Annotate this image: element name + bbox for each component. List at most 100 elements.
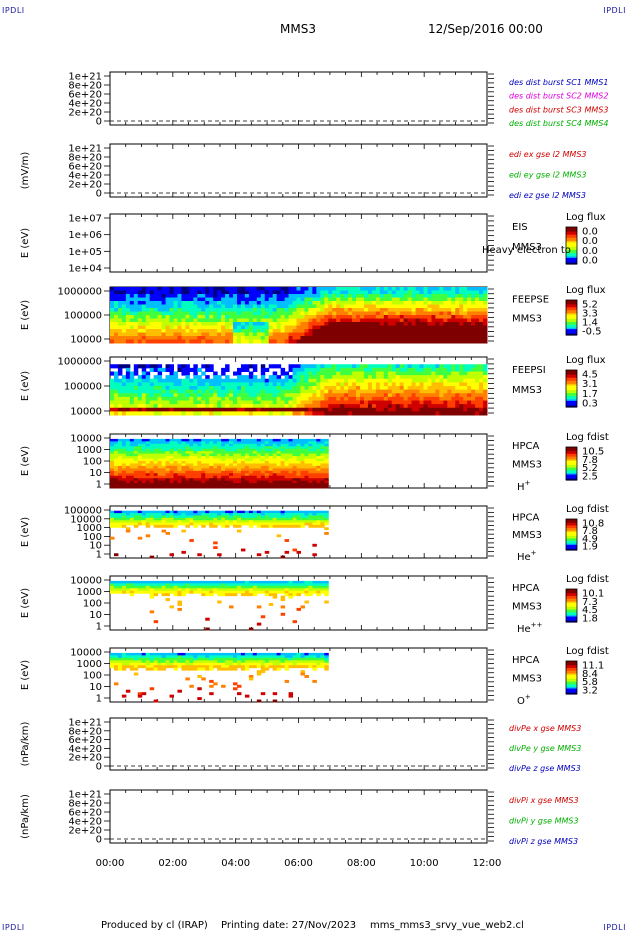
- spectrogram-cell: [181, 522, 186, 526]
- spectrogram-cell: [125, 315, 131, 319]
- spectrogram-cell: [395, 290, 401, 295]
- spectrogram-cell: [153, 465, 159, 469]
- spectrogram-cell: [149, 382, 155, 387]
- spectrogram-cell: [177, 393, 182, 398]
- spectrogram-cell: [141, 339, 147, 344]
- spectrogram-cell: [185, 325, 190, 330]
- spectrogram-cell: [344, 329, 349, 333]
- spectrogram-cell: [177, 480, 182, 484]
- spectrogram-cell: [391, 325, 397, 330]
- spectrogram-cell: [316, 463, 321, 467]
- spectrogram-cell: [379, 375, 385, 380]
- spectrogram-cell: [236, 371, 242, 376]
- spectrogram-cell: [300, 520, 305, 524]
- spectrogram-cell: [225, 322, 230, 326]
- spectrogram-cell: [407, 311, 413, 316]
- spectrogram-cell: [280, 458, 286, 462]
- spectrogram-cell: [110, 329, 115, 333]
- spectrogram-cell: [280, 386, 286, 391]
- spectrogram-cell: [328, 294, 333, 298]
- spectrogram-cell: [463, 400, 468, 405]
- spectrogram-cell: [121, 524, 127, 528]
- spectrogram-cell: [193, 483, 198, 487]
- spectrogram-cell: [439, 375, 444, 380]
- spectrogram-cell: [336, 375, 341, 380]
- spectrogram-cell: [272, 308, 278, 312]
- spectrogram-cell: [169, 524, 174, 528]
- spectrogram-cell: [268, 446, 274, 450]
- spectrogram-cell: [383, 308, 389, 312]
- spectrogram-cell: [379, 294, 385, 298]
- spectrogram-cell: [260, 315, 266, 319]
- spectrogram-cell: [256, 443, 262, 447]
- spectrogram-cell: [217, 448, 222, 452]
- spectrogram-cell: [336, 332, 341, 337]
- spectrogram-cell: [133, 371, 139, 376]
- spectrogram-cell: [252, 411, 258, 416]
- spectrogram-cell: [248, 451, 254, 455]
- spectrogram-cell: [244, 448, 250, 452]
- spectrogram-cell: [201, 407, 206, 412]
- spectrogram-cell: [177, 451, 182, 455]
- spectrogram-cell: [443, 297, 448, 302]
- panel-frame: [109, 143, 488, 198]
- spectrogram-cell: [395, 400, 401, 405]
- spectrogram-cell: [268, 438, 274, 442]
- spectrogram-cell: [149, 322, 155, 326]
- spectrogram-cell: [379, 301, 385, 305]
- spectrogram-cell: [411, 411, 417, 416]
- spectrogram-cell: [304, 367, 309, 372]
- spectrogram-cell: [324, 475, 329, 479]
- spectrogram-cell: [252, 301, 258, 305]
- spectrogram-cell: [149, 294, 155, 298]
- spectrogram-cell: [312, 375, 317, 380]
- spectrogram-cell: [177, 465, 182, 469]
- spectrogram-cell: [296, 332, 301, 337]
- spectrogram-cell: [185, 473, 190, 477]
- spectrogram-cell: [201, 290, 206, 295]
- spectrogram-cell: [177, 473, 182, 477]
- spectrogram-cell: [407, 407, 413, 412]
- spectrogram-cell: [352, 400, 357, 405]
- spectrogram-cell: [161, 301, 167, 305]
- spectrogram-cell: [229, 456, 234, 460]
- spectrogram-cell: [352, 329, 357, 333]
- spectrogram-cell: [193, 290, 198, 295]
- spectrogram-cell: [145, 318, 151, 323]
- spectrogram-cell: [137, 441, 143, 445]
- spectrogram-cell: [272, 468, 278, 472]
- spectrogram-cell: [133, 364, 139, 369]
- spectrogram-cell: [201, 448, 206, 452]
- spectrogram-cell: [189, 339, 194, 344]
- spectrogram-cell: [225, 378, 230, 383]
- spectrogram-cell: [229, 522, 234, 526]
- spectrogram-cell: [137, 451, 143, 455]
- spectrogram-cell: [419, 304, 425, 309]
- spectrogram-cell: [145, 378, 151, 383]
- spectrogram-cell: [300, 453, 305, 457]
- spectrogram-cell: [197, 463, 202, 467]
- spectrogram-cell: [181, 297, 186, 302]
- spectrogram-cell: [304, 301, 309, 305]
- spectrogram-cell: [209, 382, 214, 387]
- spectrogram-cell: [280, 329, 286, 333]
- spectrogram-cell: [423, 301, 428, 305]
- spectrogram-cell: [133, 389, 139, 394]
- spectrogram-cell: [213, 297, 218, 302]
- spectrogram-cell: [292, 517, 298, 521]
- spectrogram-cell: [284, 308, 290, 312]
- spectrogram-cell: [153, 515, 159, 519]
- spectrogram-cell: [252, 297, 258, 302]
- spectrogram-cell: [411, 318, 417, 323]
- spectrogram-cell: [149, 404, 155, 409]
- spectrogram-cell: [177, 311, 182, 316]
- spectrogram-cell: [213, 446, 218, 450]
- spectrogram-cell: [344, 389, 349, 394]
- spectrogram-cell: [133, 480, 139, 484]
- spectrogram-cell: [240, 446, 246, 450]
- spectrogram-cell: [153, 456, 159, 460]
- spectrogram-cell: [137, 520, 143, 524]
- spectrogram-cell: [296, 458, 301, 462]
- spectrogram-cell: [431, 396, 436, 401]
- spectrogram-cell: [233, 386, 238, 391]
